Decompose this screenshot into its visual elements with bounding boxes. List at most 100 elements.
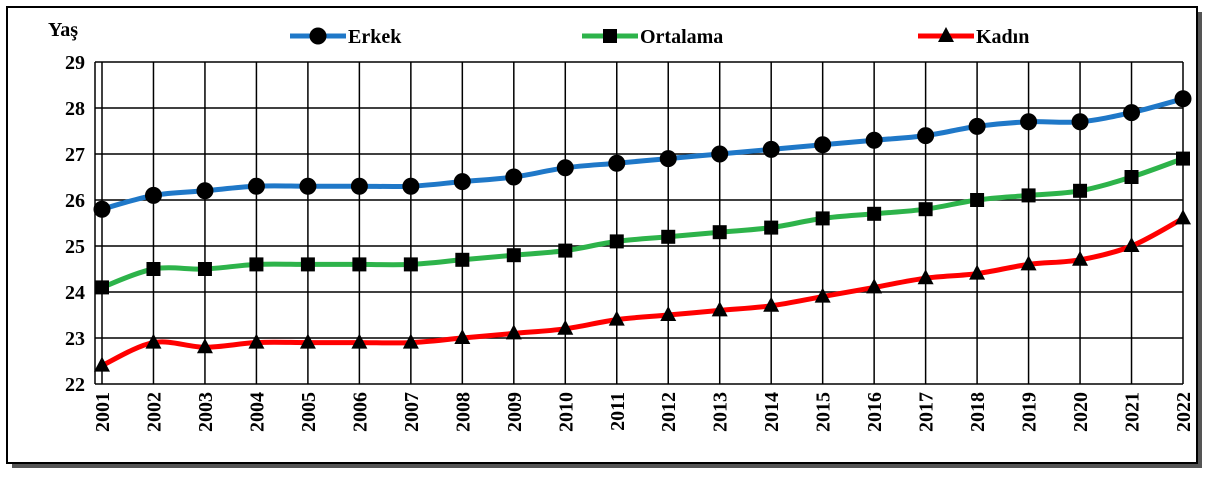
- marker: [1123, 237, 1140, 252]
- marker: [763, 296, 780, 312]
- marker: [352, 257, 367, 272]
- marker: [762, 140, 780, 158]
- marker: [661, 229, 676, 244]
- y-tick-label: 29: [65, 52, 85, 74]
- marker: [453, 173, 471, 191]
- x-tick-label: 2017: [916, 392, 938, 432]
- marker: [867, 206, 882, 221]
- marker: [196, 182, 214, 200]
- marker: [1124, 170, 1139, 184]
- marker: [506, 248, 521, 263]
- legend-marker: [603, 29, 617, 43]
- marker: [1020, 255, 1037, 271]
- x-tick-label: 2020: [1070, 392, 1092, 432]
- series-line: [100, 216, 1185, 368]
- legend-marker: [938, 27, 954, 42]
- marker: [711, 145, 729, 163]
- x-tick-label: 2010: [555, 392, 577, 432]
- marker: [247, 177, 265, 195]
- marker: [660, 306, 677, 321]
- marker: [866, 278, 883, 294]
- marker: [1174, 90, 1192, 108]
- marker: [764, 220, 779, 235]
- marker: [455, 252, 470, 267]
- marker: [248, 333, 265, 349]
- marker: [814, 136, 832, 154]
- marker: [1073, 183, 1088, 198]
- marker: [558, 243, 573, 258]
- marker: [917, 269, 934, 285]
- marker: [197, 262, 212, 276]
- marker: [968, 117, 986, 135]
- x-tick-label: 2018: [967, 392, 989, 432]
- y-tick-label: 22: [65, 374, 85, 396]
- x-tick-label: 2001: [92, 392, 114, 432]
- marker: [918, 202, 933, 217]
- marker: [403, 257, 418, 272]
- marker: [556, 159, 574, 177]
- marker: [609, 234, 624, 249]
- marker: [505, 168, 523, 186]
- legend-marker: [309, 27, 327, 45]
- marker: [1176, 151, 1190, 166]
- marker: [659, 150, 677, 168]
- marker: [608, 154, 626, 172]
- marker: [145, 333, 162, 349]
- series-line: [101, 96, 1184, 212]
- marker: [969, 264, 986, 280]
- marker: [917, 127, 935, 145]
- x-tick-label: 2015: [813, 392, 835, 432]
- marker: [402, 177, 420, 195]
- marker: [454, 329, 471, 344]
- marker: [144, 186, 162, 204]
- x-tick-label: 2004: [246, 392, 268, 432]
- y-tick-label: 27: [65, 144, 85, 166]
- marker: [402, 333, 419, 349]
- y-tick-label: 26: [65, 190, 85, 212]
- marker: [608, 310, 625, 326]
- y-tick-label: 23: [65, 328, 85, 350]
- series-line: [101, 156, 1184, 290]
- marker: [299, 333, 316, 349]
- marker: [1021, 188, 1036, 203]
- x-tick-label: 2013: [710, 392, 732, 432]
- marker: [94, 356, 110, 372]
- marker: [95, 280, 109, 295]
- legend-label: Erkek: [348, 26, 402, 48]
- x-tick-label: 2007: [401, 392, 423, 432]
- x-tick-label: 2021: [1122, 392, 1144, 432]
- marker: [557, 319, 574, 335]
- y-axis-label: Yaş: [48, 19, 78, 41]
- marker: [146, 262, 161, 276]
- x-tick-label: 2003: [195, 392, 217, 432]
- marker: [505, 324, 522, 340]
- marker: [711, 301, 728, 317]
- marker: [1072, 250, 1089, 266]
- marker: [249, 257, 264, 272]
- x-tick-label: 2006: [349, 392, 371, 432]
- marker: [865, 131, 883, 149]
- marker: [1123, 104, 1141, 122]
- y-tick-label: 25: [65, 236, 85, 258]
- y-tick-label: 24: [65, 282, 85, 304]
- marker: [1020, 113, 1038, 131]
- y-tick-label: 28: [65, 98, 85, 120]
- x-tick-label: 2022: [1173, 392, 1195, 432]
- marker: [351, 333, 368, 349]
- marker: [299, 177, 317, 195]
- x-tick-label: 2002: [143, 392, 165, 432]
- marker: [1175, 209, 1191, 225]
- marker: [815, 211, 830, 226]
- marker: [1071, 113, 1089, 131]
- x-tick-label: 2009: [504, 392, 526, 432]
- marker: [350, 177, 368, 195]
- x-tick-label: 2014: [761, 392, 783, 432]
- x-tick-label: 2012: [658, 392, 680, 432]
- x-tick-label: 2005: [298, 392, 320, 432]
- x-tick-label: 2019: [1019, 392, 1041, 432]
- x-tick-label: 2008: [452, 392, 474, 432]
- marker: [970, 193, 985, 207]
- legend-label: Kadın: [976, 26, 1029, 48]
- legend-label: Ortalama: [640, 26, 723, 48]
